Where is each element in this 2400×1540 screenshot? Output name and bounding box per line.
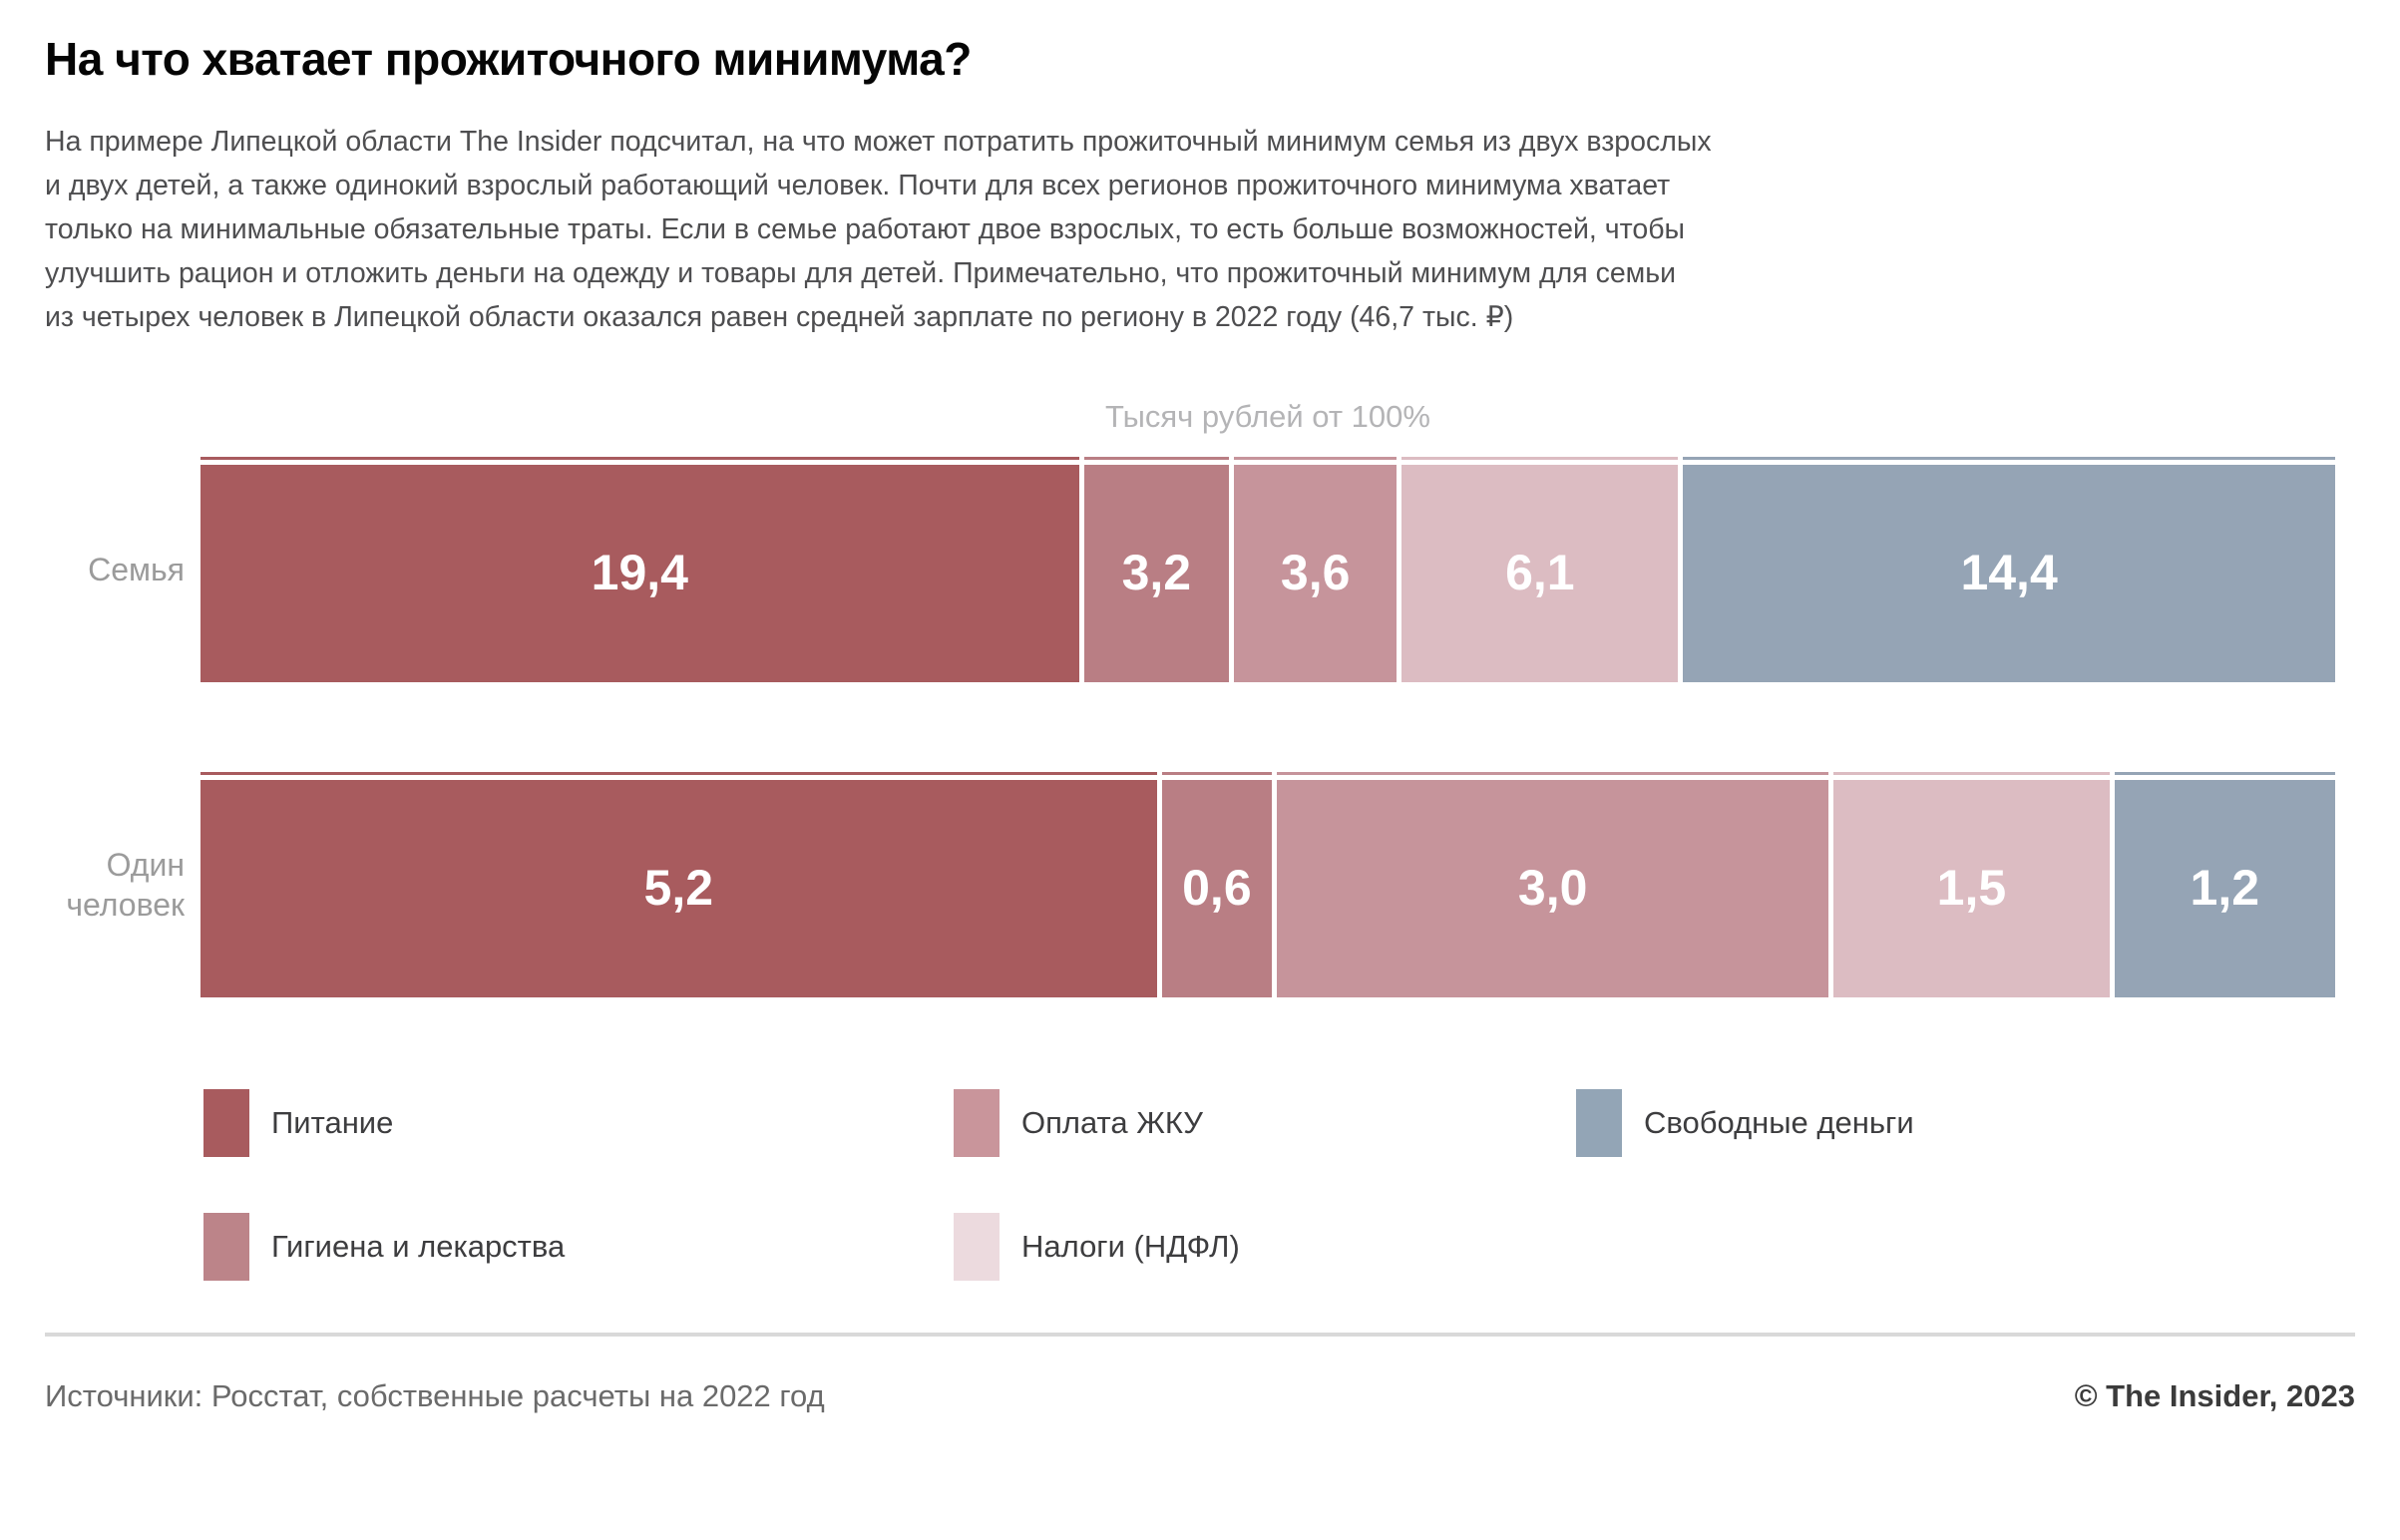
bar-value-label: 3,6 (1280, 545, 1351, 600)
footer-source: Источники: Росстат, собственные расчеты … (45, 1378, 825, 1413)
bar-segment: 3,0 (1277, 772, 1829, 997)
legend: Питание Оплата ЖКУ Свободные деньги Гиги… (203, 1089, 2355, 1281)
bar-segment: 19,4 (200, 457, 1079, 682)
category-label: Семья (88, 552, 185, 587)
legend-label: Оплата ЖКУ (1021, 1105, 1203, 1140)
subtitle: На примере Липецкой области The Insider … (45, 120, 2355, 339)
bar-value-label: 0,6 (1182, 860, 1252, 916)
footer-divider (45, 1333, 2355, 1337)
category-label: Один человек (66, 847, 185, 923)
footer: Источники: Росстат, собственные расчеты … (45, 1378, 2355, 1414)
subtitle-line: только на минимальные обязательные траты… (45, 213, 1686, 245)
legend-item: Оплата ЖКУ (954, 1089, 1576, 1157)
legend-swatch-food (203, 1089, 249, 1157)
bar-segment: 14,4 (1683, 457, 2335, 682)
subtitle-line: На примере Липецкой области The Insider … (45, 126, 1712, 158)
legend-label: Гигиена и лекарства (271, 1229, 566, 1264)
legend-swatch-utilities (954, 1089, 1000, 1157)
subtitle-line: из четырех человек в Липецкой области ок… (45, 301, 1514, 333)
legend-label: Свободные деньги (1644, 1105, 1914, 1140)
bar-segment: 3,6 (1233, 457, 1398, 682)
stacked-bar: 5,2 0,6 3,0 1,5 1,2 (200, 772, 2335, 997)
axis-title: Тысяч рублей от 100% (1105, 399, 1430, 434)
bar-value-label: 3,0 (1517, 860, 1588, 916)
bar-segment: 5,2 (200, 772, 1157, 997)
footer-credit: © The Insider, 2023 (2074, 1378, 2355, 1413)
legend-label: Питание (271, 1105, 394, 1140)
bar-value-label: 6,1 (1505, 545, 1575, 600)
bar-value-label: 19,4 (591, 545, 688, 600)
legend-label: Налоги (НДФЛ) (1021, 1229, 1240, 1264)
stacked-bar-chart: Семья 19,4 3,2 3,6 6,1 14,4 Один человек 5,2 0,6… (45, 457, 2355, 997)
page-title: На что хватает прожиточного минимума? (45, 33, 972, 85)
bar-segment: 1,2 (2114, 772, 2335, 997)
bar-value-label: 1,5 (1936, 860, 2007, 916)
bar-segment: 0,6 (1161, 772, 1273, 997)
bar-value-label: 1,2 (2190, 860, 2260, 916)
subtitle-line: улучшить рацион и отложить деньги на оде… (45, 257, 1677, 289)
chart-row: Семья 19,4 3,2 3,6 6,1 14,4 (45, 457, 2355, 682)
legend-swatch-free-money (1576, 1089, 1622, 1157)
chart-row: Один человек 5,2 0,6 3,0 1,5 1,2 (45, 772, 2355, 997)
legend-swatch-hygiene (203, 1213, 249, 1281)
bar-segment: 1,5 (1833, 772, 2110, 997)
legend-item: Налоги (НДФЛ) (954, 1213, 1576, 1281)
bar-value-label: 14,4 (1960, 545, 2058, 600)
stacked-bar: 19,4 3,2 3,6 6,1 14,4 (200, 457, 2335, 682)
subtitle-line: и двух детей, а также одинокий взрослый … (45, 170, 1671, 201)
infographic: На что хватает прожиточного минимума? На… (45, 33, 2355, 1414)
legend-swatch-taxes (954, 1213, 1000, 1281)
legend-item: Свободные деньги (1576, 1089, 2355, 1157)
bar-value-label: 5,2 (643, 860, 714, 916)
bar-value-label: 3,2 (1121, 545, 1192, 600)
bar-segment: 6,1 (1401, 457, 1679, 682)
legend-item: Гигиена и лекарства (203, 1213, 954, 1281)
bar-segment: 3,2 (1083, 457, 1229, 682)
legend-item: Питание (203, 1089, 954, 1157)
